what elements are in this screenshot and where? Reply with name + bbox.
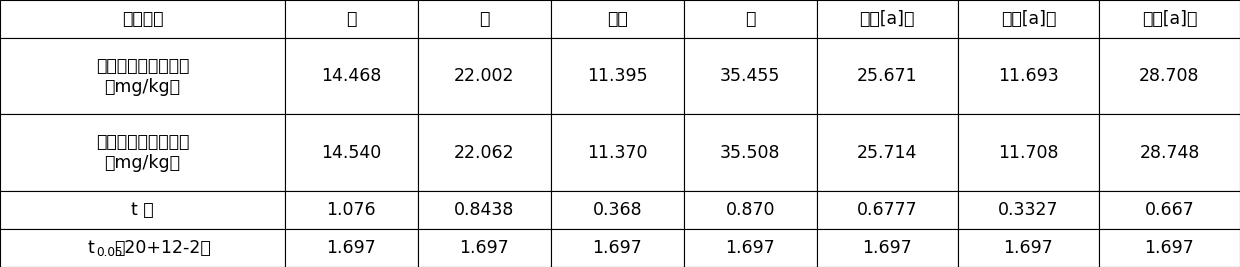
Bar xyxy=(1099,115,1240,191)
Text: 0.667: 0.667 xyxy=(1145,201,1194,219)
Text: 0.8438: 0.8438 xyxy=(454,201,515,219)
Text: 0.6777: 0.6777 xyxy=(857,201,918,219)
Text: 0.870: 0.870 xyxy=(725,201,775,219)
Text: 11.395: 11.395 xyxy=(587,67,647,85)
Text: 1.076: 1.076 xyxy=(326,201,376,219)
Text: 1.697: 1.697 xyxy=(1145,239,1194,257)
Bar xyxy=(817,38,957,115)
Text: 0.05: 0.05 xyxy=(97,246,123,259)
Bar xyxy=(285,191,418,229)
Text: 检验项目: 检验项目 xyxy=(122,10,164,28)
Bar xyxy=(551,38,683,115)
Bar xyxy=(1099,38,1240,115)
Text: 1.697: 1.697 xyxy=(862,239,913,257)
Bar xyxy=(285,229,418,267)
Text: 11.370: 11.370 xyxy=(587,144,647,162)
Text: 14.540: 14.540 xyxy=(321,144,382,162)
Text: 菲: 菲 xyxy=(346,10,357,28)
Bar xyxy=(1099,229,1240,267)
Bar xyxy=(817,191,957,229)
Bar xyxy=(0,0,285,38)
Text: 14.468: 14.468 xyxy=(321,67,382,85)
Bar xyxy=(551,229,683,267)
Bar xyxy=(1099,191,1240,229)
Text: 35.508: 35.508 xyxy=(720,144,780,162)
Text: t 值: t 值 xyxy=(131,201,154,219)
Text: 稳定性检验总平均值
（mg/kg）: 稳定性检验总平均值 （mg/kg） xyxy=(95,57,190,96)
Bar xyxy=(957,38,1099,115)
Text: 11.693: 11.693 xyxy=(998,67,1059,85)
Text: 苯并[a]菲: 苯并[a]菲 xyxy=(1142,10,1197,28)
Text: 苯并[a]蒽: 苯并[a]蒽 xyxy=(1001,10,1056,28)
Bar xyxy=(683,229,817,267)
Text: 35.455: 35.455 xyxy=(720,67,780,85)
Text: 苯并[a]芘: 苯并[a]芘 xyxy=(859,10,915,28)
Text: （20+12-2）: （20+12-2） xyxy=(114,239,211,257)
Bar xyxy=(683,0,817,38)
Bar xyxy=(418,191,551,229)
Text: 25.671: 25.671 xyxy=(857,67,918,85)
Text: 荧蒽: 荧蒽 xyxy=(606,10,627,28)
Bar xyxy=(418,0,551,38)
Bar xyxy=(957,191,1099,229)
Bar xyxy=(418,115,551,191)
Bar xyxy=(285,38,418,115)
Text: 0.368: 0.368 xyxy=(593,201,642,219)
Bar xyxy=(957,115,1099,191)
Bar xyxy=(0,38,285,115)
Bar xyxy=(418,229,551,267)
Text: t: t xyxy=(88,239,94,257)
Bar xyxy=(683,191,817,229)
Text: 28.748: 28.748 xyxy=(1140,144,1199,162)
Bar xyxy=(551,191,683,229)
Bar xyxy=(0,229,285,267)
Text: 1.697: 1.697 xyxy=(1003,239,1053,257)
Bar xyxy=(817,0,957,38)
Bar xyxy=(0,115,285,191)
Bar xyxy=(817,115,957,191)
Bar xyxy=(957,229,1099,267)
Bar xyxy=(683,115,817,191)
Bar xyxy=(683,38,817,115)
Text: 1.697: 1.697 xyxy=(725,239,775,257)
Bar xyxy=(0,191,285,229)
Text: 25.714: 25.714 xyxy=(857,144,918,162)
Bar xyxy=(957,0,1099,38)
Bar xyxy=(817,229,957,267)
Bar xyxy=(1099,0,1240,38)
Bar xyxy=(285,115,418,191)
Text: 22.002: 22.002 xyxy=(454,67,515,85)
Text: 1.697: 1.697 xyxy=(460,239,510,257)
Text: 11.708: 11.708 xyxy=(998,144,1059,162)
Bar xyxy=(285,0,418,38)
Bar xyxy=(418,38,551,115)
Text: 均匀性检验总平均值
（mg/kg）: 均匀性检验总平均值 （mg/kg） xyxy=(95,133,190,172)
Text: 0.3327: 0.3327 xyxy=(998,201,1059,219)
Bar xyxy=(551,115,683,191)
Text: 蒽: 蒽 xyxy=(479,10,490,28)
Text: 28.708: 28.708 xyxy=(1140,67,1200,85)
Text: 1.697: 1.697 xyxy=(326,239,376,257)
Text: 芘: 芘 xyxy=(745,10,755,28)
Bar xyxy=(551,0,683,38)
Text: 22.062: 22.062 xyxy=(454,144,515,162)
Text: 1.697: 1.697 xyxy=(593,239,642,257)
